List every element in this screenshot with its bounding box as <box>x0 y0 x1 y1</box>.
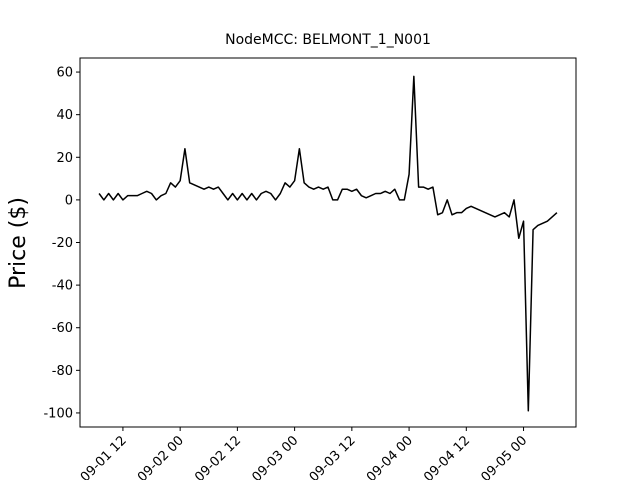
axes-frame <box>79 57 577 428</box>
y-tick-label: -20 <box>52 236 73 251</box>
y-tick-label: 60 <box>56 66 73 81</box>
x-tick-label: 09-01 12 <box>78 433 130 480</box>
y-axis-label: Price ($) <box>6 197 31 289</box>
x-tick-label: 09-04 00 <box>364 433 416 480</box>
y-tick-label: -100 <box>43 406 73 421</box>
y-tick-label: -40 <box>52 279 73 294</box>
chart-title: NodeMCC: BELMONT_1_N001 <box>225 32 431 48</box>
price-line <box>98 75 558 412</box>
x-tick-label: 09-02 00 <box>135 433 187 480</box>
x-tick-label: 09-03 12 <box>307 433 359 480</box>
x-tick-label: 09-05 00 <box>478 433 530 480</box>
y-tick-label: 40 <box>56 108 73 123</box>
y-tick-label: 20 <box>56 151 73 166</box>
y-tick-label: -80 <box>52 364 73 379</box>
y-tick-label: 0 <box>65 193 73 208</box>
x-tick-label: 09-04 12 <box>421 433 473 480</box>
x-tick-label: 09-02 12 <box>192 433 244 480</box>
y-tick-label: -60 <box>52 321 73 336</box>
x-tick-label: 09-03 00 <box>250 433 302 480</box>
